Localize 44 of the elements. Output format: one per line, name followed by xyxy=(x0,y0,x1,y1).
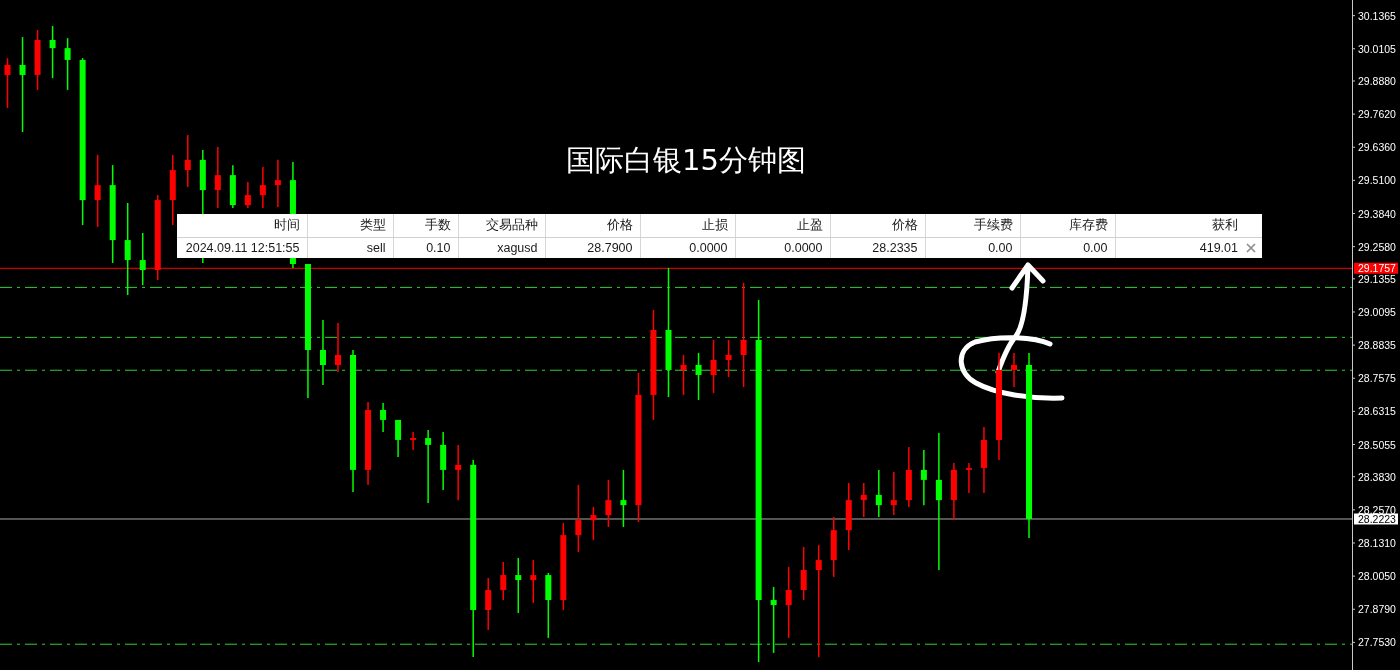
annotation: 价格 xyxy=(606,218,633,233)
annotation: 0.00 xyxy=(1083,240,1108,255)
y-tick-label: 28.6315 xyxy=(1358,405,1397,418)
text: 国际白银15分钟图 xyxy=(566,143,806,177)
annotation: 库存费 xyxy=(1068,218,1108,233)
annotation: 时间 xyxy=(273,218,300,233)
annotation: 28.7900 xyxy=(587,240,633,255)
y-tick-label: 29.3840 xyxy=(1358,207,1397,220)
annotation: 0.0000 xyxy=(689,240,728,255)
annotation: 手续费 xyxy=(973,218,1013,233)
y-tick-label: 28.3830 xyxy=(1358,470,1397,483)
y-tick-label: 29.8880 xyxy=(1358,74,1397,87)
ref-line-label: 29.1757 xyxy=(1358,262,1397,275)
y-tick-label: 30.0105 xyxy=(1358,42,1397,55)
annotation: sell xyxy=(366,240,386,255)
annotation: xagusd xyxy=(497,240,538,255)
annotation: 止损 xyxy=(701,218,728,233)
y-tick-label: 29.1355 xyxy=(1358,272,1397,285)
y-tick-label: 28.2570 xyxy=(1358,503,1397,516)
y-tick-label: 27.7530 xyxy=(1358,636,1397,649)
annotation: 价格 xyxy=(891,218,918,233)
annotation: 交易品种 xyxy=(485,218,538,233)
annotation: 0.00 xyxy=(988,240,1013,255)
annotation: 0.10 xyxy=(426,240,451,255)
y-tick-label: 28.7575 xyxy=(1358,372,1397,385)
annotation: 止盈 xyxy=(796,218,823,233)
y-tick-label: 28.8835 xyxy=(1358,339,1397,352)
y-tick-label: 28.1310 xyxy=(1358,536,1397,549)
y-tick-label: 29.2580 xyxy=(1358,240,1397,253)
annotation: 获利 xyxy=(1212,218,1238,233)
y-tick-label: 29.0095 xyxy=(1358,305,1397,318)
annotation: 2024.09.11 12:51:55 xyxy=(185,240,300,255)
annotation: 419.01 xyxy=(1199,240,1238,255)
y-tick-label: 29.5100 xyxy=(1358,174,1397,187)
annotation: 类型 xyxy=(359,218,386,233)
y-tick-label: 27.8790 xyxy=(1358,603,1397,616)
y-tick-label: 30.1365 xyxy=(1358,9,1397,22)
annotation: 0.0000 xyxy=(784,240,823,255)
y-tick-label: 29.7620 xyxy=(1358,108,1397,121)
annotation: 手数 xyxy=(424,218,451,233)
annotation: 28.2335 xyxy=(872,240,918,255)
y-tick-label: 29.6360 xyxy=(1358,141,1397,154)
y-tick-label: 28.5055 xyxy=(1358,438,1397,451)
y-tick-label: 28.0050 xyxy=(1358,570,1397,583)
